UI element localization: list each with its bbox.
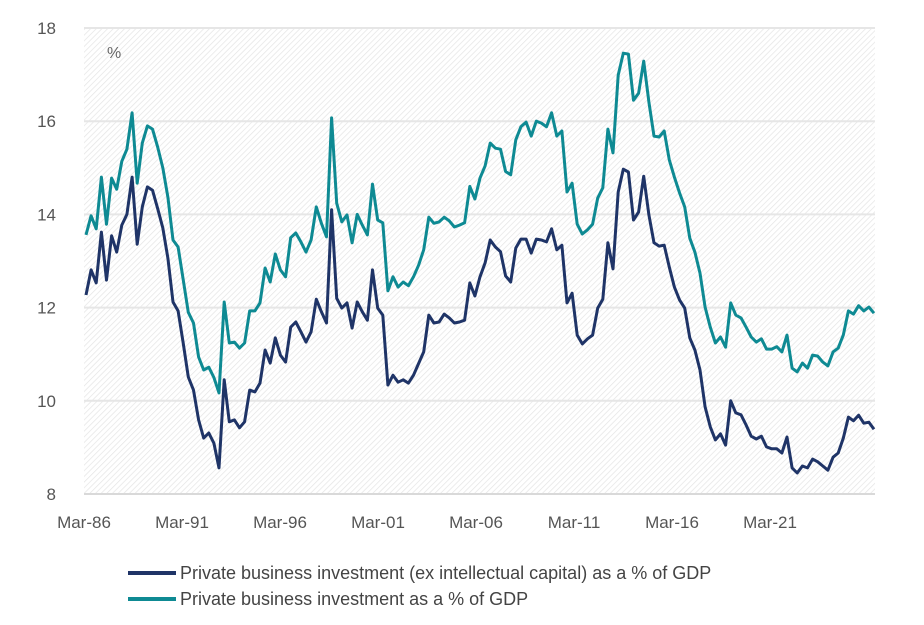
legend-item-ex-intellectual: Private business investment (ex intellec… [128,560,711,586]
y-tick-label: 18 [37,19,56,38]
x-tick-label: Mar-96 [253,513,307,532]
x-tick-label: Mar-91 [155,513,209,532]
y-tick-label: 14 [37,205,56,224]
series-line-0 [84,167,876,475]
legend-swatch [128,597,176,601]
x-tick-label: Mar-21 [743,513,797,532]
series-line-1 [84,51,876,395]
x-tick-label: Mar-06 [449,513,503,532]
x-tick-label: Mar-11 [548,513,601,532]
x-tick-label: Mar-86 [57,513,111,532]
legend-item-total: Private business investment as a % of GD… [128,586,711,612]
x-tick-label: Mar-01 [351,513,405,532]
y-tick-label: 16 [37,112,56,131]
unit-label: % [107,45,121,62]
plot-area-background [84,28,875,494]
y-tick-label: 12 [37,299,56,318]
legend-swatch [128,571,176,575]
legend-label: Private business investment (ex intellec… [180,562,712,583]
y-tick-label: 10 [37,392,56,411]
legend-label: Private business investment as a % of GD… [180,588,529,609]
y-tick-label: 8 [47,485,56,504]
legend: Private business investment (ex intellec… [128,560,711,612]
x-tick-label: Mar-16 [645,513,699,532]
